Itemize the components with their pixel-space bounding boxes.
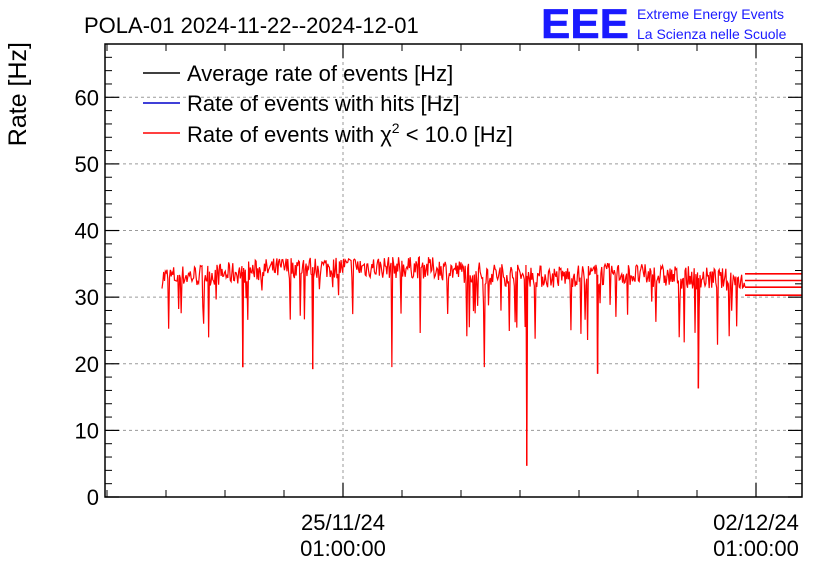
y-tick-label: 60 [75,85,99,110]
x-tick-time: 01:00:00 [713,536,799,561]
chi2-rate-series [161,255,802,466]
x-tick-date: 02/12/24 [713,510,799,535]
legend-label-hits: Rate of events with hits [Hz] [187,91,460,116]
eee-logo: EEE [541,0,629,47]
x-tick-date: 25/11/24 [301,510,385,535]
chart-title: POLA-01 2024-11-22--2024-12-01 [84,13,419,38]
y-tick-label: 30 [75,285,99,310]
grid-lines [105,44,802,497]
y-axis-label: Rate [Hz] [4,42,32,146]
y-tick-label: 10 [75,418,99,443]
org-name-line1: Extreme Energy Events [637,6,784,22]
legend-label-chi2: Rate of events with χ2 < 10.0 [Hz] [187,120,513,147]
legend-label-average: Average rate of events [Hz] [187,61,453,86]
chi2-rate-line [161,255,746,466]
legend: Average rate of events [Hz] Rate of even… [143,61,513,147]
y-axis-ticks: 0 10 20 30 40 50 60 [75,43,802,510]
org-name-line2: La Scienza nelle Scuole [637,26,787,42]
y-tick-label: 50 [75,152,99,177]
y-tick-label: 20 [75,352,99,377]
y-tick-label: 0 [87,485,99,510]
x-tick-time: 01:00:00 [300,536,386,561]
y-tick-label: 40 [75,219,99,244]
